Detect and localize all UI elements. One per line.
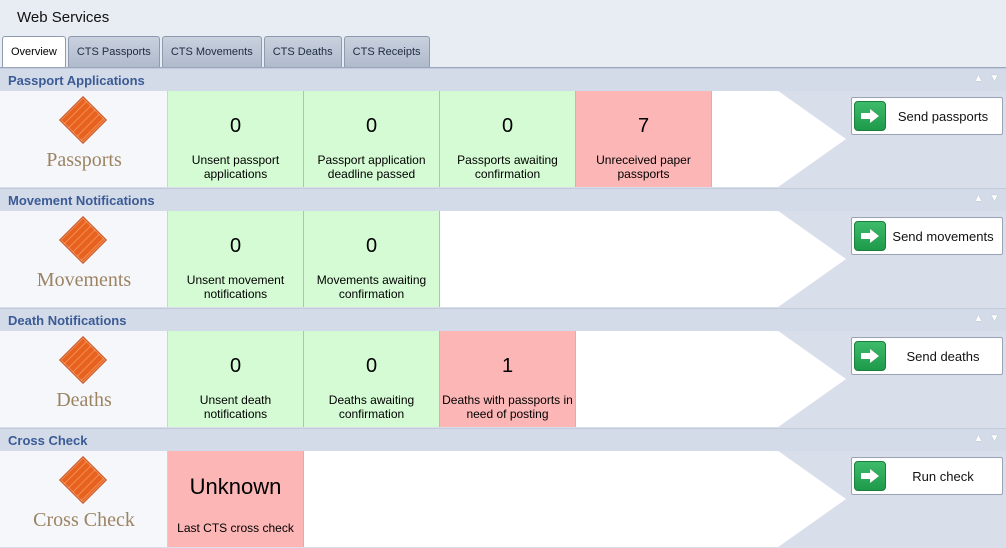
move-up-icon[interactable]: ▲ — [973, 433, 984, 444]
move-down-icon[interactable]: ▼ — [989, 73, 1000, 84]
section-header: Passport Applications ▲ ▼ — [0, 68, 1006, 91]
stat-value: 1 — [501, 355, 514, 377]
tab-cts-passports[interactable]: CTS Passports — [67, 36, 160, 68]
send-passports-button[interactable]: Send passports — [851, 97, 1003, 135]
stat-value: 0 — [229, 355, 242, 377]
orange-diamond-icon — [58, 455, 108, 505]
stat-cell-unreceived-paper-passports: 7 Unreceived paper passports — [576, 91, 712, 187]
button-label: Run check — [912, 468, 974, 484]
section-icon-panel: Cross Check — [0, 451, 168, 547]
section-icon-panel: Passports — [0, 91, 168, 187]
section-cross-check: Cross Check ▲ ▼ Cross Check Unknown Last… — [0, 428, 1006, 548]
stat-label: Movements awaiting confirmation — [316, 273, 427, 301]
section-movement-notifications: Movement Notifications ▲ ▼ Movements 0 U… — [0, 188, 1006, 308]
stat-cell-unsent-passport-applications: 0 Unsent passport applications — [168, 91, 304, 187]
stat-cell-deadline-passed: 0 Passport application deadline passed — [304, 91, 440, 187]
arrow-right-icon — [854, 461, 886, 491]
stat-label: Deaths awaiting confirmation — [328, 393, 415, 421]
stat-label: Unsent movement notifications — [186, 273, 285, 301]
move-down-icon[interactable]: ▼ — [989, 313, 1000, 324]
tab-cts-movements[interactable]: CTS Movements — [161, 36, 262, 68]
section-header: Cross Check ▲ ▼ — [0, 428, 1006, 451]
stat-label: Deaths with passports in need of posting — [442, 393, 573, 421]
tab-cts-receipts[interactable]: CTS Receipts — [343, 36, 430, 68]
stat-value: 7 — [637, 115, 650, 137]
send-deaths-button[interactable]: Send deaths — [851, 337, 1003, 375]
stat-value: 0 — [365, 235, 378, 257]
section-title: Cross Check — [8, 433, 88, 448]
stat-cell-deaths-awaiting-confirmation: 0 Deaths awaiting confirmation — [304, 331, 440, 427]
section-icon-panel: Deaths — [0, 331, 168, 427]
stat-cell-movements-awaiting-confirmation: 0 Movements awaiting confirmation — [304, 211, 440, 307]
section-body: Deaths 0 Unsent death notifications 0 De… — [0, 331, 1006, 428]
tab-cts-deaths[interactable]: CTS Deaths — [263, 36, 342, 68]
section-order-controls: ▲ ▼ — [973, 193, 1000, 205]
stat-value: 0 — [501, 115, 514, 137]
stat-label: Unsent death notifications — [199, 393, 272, 421]
section-body: Cross Check Unknown Last CTS cross check… — [0, 451, 1006, 548]
tab-divider — [0, 67, 1006, 68]
section-title: Movement Notifications — [8, 193, 155, 208]
stat-label: Passports awaiting confirmation — [457, 153, 558, 181]
stat-value: Unknown — [189, 474, 282, 499]
arrow-right-icon — [854, 101, 886, 131]
move-up-icon[interactable]: ▲ — [973, 73, 984, 84]
section-title: Death Notifications — [8, 313, 127, 328]
arrow-right-icon — [854, 221, 886, 251]
run-check-button[interactable]: Run check — [851, 457, 1003, 495]
section-icon-label: Cross Check — [33, 509, 135, 531]
app-title: Web Services — [17, 9, 110, 26]
move-down-icon[interactable]: ▼ — [989, 433, 1000, 444]
move-up-icon[interactable]: ▲ — [973, 193, 984, 204]
section-icon-panel: Movements — [0, 211, 168, 307]
section-passport-applications: Passport Applications ▲ ▼ Passports 0 Un… — [0, 68, 1006, 188]
stat-label: Last CTS cross check — [177, 521, 294, 535]
section-order-controls: ▲ ▼ — [973, 313, 1000, 325]
section-body: Movements 0 Unsent movement notification… — [0, 211, 1006, 308]
button-label: Send passports — [897, 108, 989, 124]
stat-cell-unsent-death-notifications: 0 Unsent death notifications — [168, 331, 304, 427]
section-title: Passport Applications — [8, 73, 145, 88]
send-movements-button[interactable]: Send movements — [851, 217, 1003, 255]
section-icon-label: Passports — [46, 149, 122, 171]
stat-value: 0 — [229, 235, 242, 257]
stat-value: 0 — [365, 355, 378, 377]
orange-diamond-icon — [58, 215, 108, 265]
stat-cell-deaths-with-passports: 1 Deaths with passports in need of posti… — [440, 331, 576, 427]
stat-cell-unsent-movement-notifications: 0 Unsent movement notifications — [168, 211, 304, 307]
section-icon-label: Deaths — [56, 389, 112, 411]
stat-cell-passports-awaiting-confirmation: 0 Passports awaiting confirmation — [440, 91, 576, 187]
arrow-right-icon — [854, 341, 886, 371]
section-icon-label: Movements — [36, 269, 132, 291]
stat-value: 0 — [229, 115, 242, 137]
button-label: Send deaths — [906, 348, 980, 364]
move-down-icon[interactable]: ▼ — [989, 193, 1000, 204]
stat-label: Unsent passport applications — [191, 153, 280, 181]
section-order-controls: ▲ ▼ — [973, 433, 1000, 445]
stat-cell-last-cts-cross-check: Unknown Last CTS cross check — [168, 451, 304, 547]
section-death-notifications: Death Notifications ▲ ▼ Deaths 0 Unsent … — [0, 308, 1006, 428]
tab-bar: Overview CTS Passports CTS Movements CTS… — [2, 36, 432, 69]
stat-label: Passport application deadline passed — [317, 153, 426, 181]
button-label: Send movements — [892, 228, 994, 244]
section-body: Passports 0 Unsent passport applications… — [0, 91, 1006, 188]
stat-value: 0 — [365, 115, 378, 137]
section-header: Movement Notifications ▲ ▼ — [0, 188, 1006, 211]
stat-label: Unreceived paper passports — [596, 153, 691, 181]
orange-diamond-icon — [58, 95, 108, 145]
section-order-controls: ▲ ▼ — [973, 73, 1000, 85]
title-bar: Web Services — [0, 0, 1006, 36]
orange-diamond-icon — [58, 335, 108, 385]
tab-overview[interactable]: Overview — [2, 36, 66, 69]
move-up-icon[interactable]: ▲ — [973, 313, 984, 324]
section-header: Death Notifications ▲ ▼ — [0, 308, 1006, 331]
